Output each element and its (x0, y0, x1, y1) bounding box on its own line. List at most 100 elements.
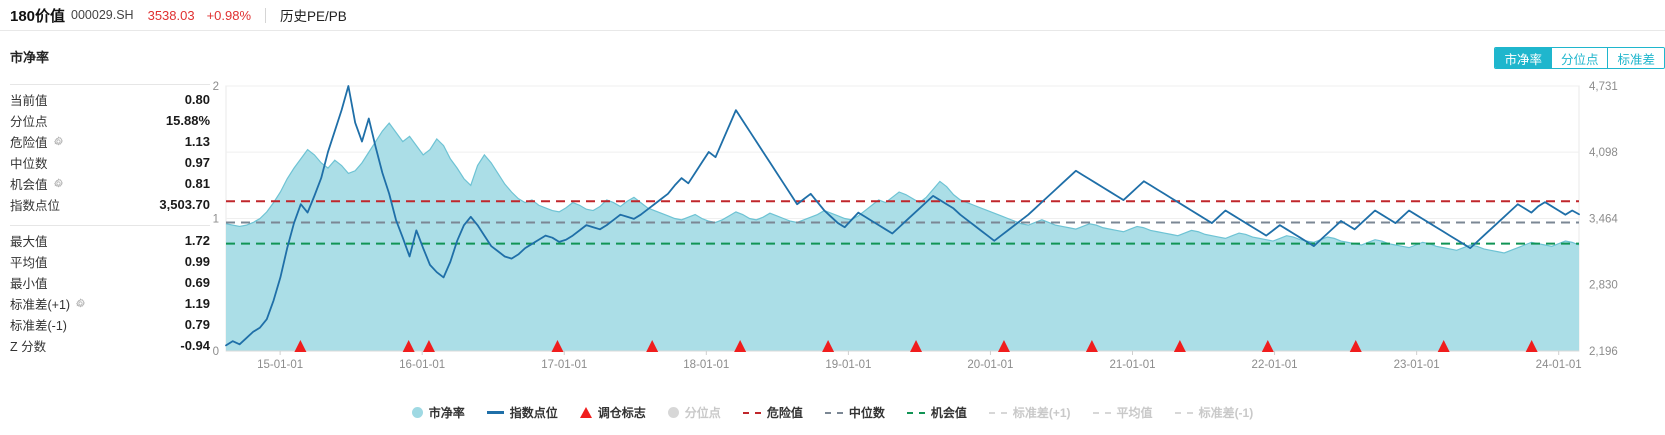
rebalance-marker[interactable] (1261, 340, 1274, 352)
stat-label: 危险值 (10, 136, 48, 150)
gear-icon[interactable] (53, 178, 64, 189)
legend-label: 中位数 (848, 406, 885, 420)
y-axis-tick-right: 4,098 (1589, 147, 1618, 159)
stat-label-wrap: 标准差(+1) (10, 294, 86, 313)
gear-icon[interactable] (53, 136, 64, 147)
stat-label-wrap: 当前值 (10, 90, 48, 109)
stat-label: 标准差(-1) (10, 319, 67, 333)
metric-toggle-1[interactable]: 分位点 (1551, 48, 1609, 68)
legend-item-6[interactable]: 机会值 (906, 404, 967, 421)
index-code: 000029.SH (71, 8, 134, 22)
rebalance-marker[interactable] (1525, 340, 1538, 352)
stat-row: 分位点 15.88% (10, 110, 210, 131)
rebalance-marker[interactable] (910, 340, 923, 352)
stat-value: 0.97 (184, 155, 210, 170)
rebalance-marker[interactable] (734, 340, 747, 352)
stat-value: 1.13 (184, 134, 210, 149)
legend-triangle-icon (579, 407, 592, 418)
stat-label-wrap: 平均值 (10, 252, 48, 271)
tab-history-pe-pb[interactable]: 历史PE/PB (280, 9, 347, 24)
y-axis-tick-right: 2,196 (1589, 346, 1618, 358)
stat-value: 0.80 (184, 92, 210, 107)
stat-row: 机会值 0.81 (10, 173, 210, 194)
stat-label: 指数点位 (10, 199, 61, 213)
y-axis-tick-right: 3,464 (1589, 213, 1618, 225)
rebalance-marker[interactable] (1173, 340, 1186, 352)
rebalance-marker[interactable] (1437, 340, 1450, 352)
legend-item-3[interactable]: 分位点 (667, 404, 721, 421)
stat-label: 最小值 (10, 277, 48, 291)
stat-row: 指数点位 3,503.70 (10, 194, 210, 215)
rebalance-marker[interactable] (551, 340, 564, 352)
rebalance-marker[interactable] (646, 340, 659, 352)
index-line-series[interactable] (225, 85, 1580, 347)
stats-panel: 当前值 0.80 分位点 15.88% 危险值 1.13 中位数 0.97 机会值 0.81 指数点… (10, 84, 210, 356)
legend-label: 市净率 (428, 406, 465, 420)
legend-label: 指数点位 (509, 406, 558, 420)
rebalance-marker[interactable] (1349, 340, 1362, 352)
legend-label: 机会值 (930, 406, 967, 420)
legend-item-0[interactable]: 市净率 (411, 404, 465, 421)
stat-row: 危险值 1.13 (10, 131, 210, 152)
x-axis-tick-label: 23-01-01 (1394, 359, 1440, 371)
stat-row: 最大值 1.72 (10, 230, 210, 251)
rebalance-marker[interactable] (822, 340, 835, 352)
stat-label-wrap: 最小值 (10, 273, 48, 292)
stat-value: 0.99 (184, 254, 210, 269)
stat-label-wrap: 中位数 (10, 153, 48, 172)
legend-dot-icon (411, 407, 423, 418)
page-title: 市净率 (10, 50, 50, 65)
y-axis-tick-left: 1 (213, 214, 219, 226)
rebalance-marker[interactable] (997, 340, 1010, 352)
x-axis-tick-label: 18-01-01 (683, 359, 729, 371)
legend-item-5[interactable]: 中位数 (824, 404, 885, 421)
legend-item-1[interactable]: 指数点位 (486, 404, 558, 421)
stat-label: 机会值 (10, 178, 48, 192)
y-axis-tick-left: 2 (213, 81, 219, 93)
metric-toggle-2[interactable]: 标准差 (1608, 48, 1664, 68)
rebalance-marker[interactable] (1085, 340, 1098, 352)
pb-area-series[interactable] (226, 123, 1579, 351)
legend-item-9[interactable]: 标准差(-1) (1174, 404, 1253, 421)
page-header: 180价值 000029.SH 3538.03 +0.98% 历史PE/PB (0, 0, 1665, 31)
rebalance-marker[interactable] (402, 340, 415, 352)
index-price: 3538.03 (147, 7, 195, 23)
chart-legend[interactable]: 市净率 指数点位 调仓标志 分位点 危险值 中位数 机会值 标准差(+1) 平均值 标准差(-1) (0, 404, 1665, 421)
pb-index-chart[interactable]: 0 1 2 2,196 2,830 3,464 4,098 4,731 15-01-01 16-0… (200, 78, 1665, 383)
chart-area[interactable]: 0 1 2 2,196 2,830 3,464 4,098 4,731 15-01-01 16-0… (200, 78, 1665, 383)
stats-gap (10, 215, 210, 225)
header-divider (265, 7, 267, 23)
metric-toggle-group[interactable]: 市净率 分位点 标准差 (1494, 47, 1665, 69)
x-axis-tick-label: 19-01-01 (825, 359, 871, 371)
legend-item-2[interactable]: 调仓标志 (579, 404, 646, 421)
stat-label-wrap: 标准差(-1) (10, 315, 67, 334)
y-axis-tick-right: 2,830 (1589, 280, 1618, 292)
stat-row: 中位数 0.97 (10, 152, 210, 173)
stat-row: 最小值 0.69 (10, 272, 210, 293)
gear-icon[interactable] (75, 298, 86, 309)
legend-dash-icon (1174, 411, 1193, 414)
stat-label: 平均值 (10, 256, 48, 270)
legend-item-8[interactable]: 平均值 (1092, 404, 1153, 421)
legend-dash-icon (742, 411, 761, 414)
stat-row: 平均值 0.99 (10, 251, 210, 272)
stat-row: 标准差(+1) 1.19 (10, 293, 210, 314)
legend-item-7[interactable]: 标准差(+1) (988, 404, 1071, 421)
stat-label-wrap: 机会值 (10, 174, 64, 193)
stat-value: 15.88% (165, 113, 210, 128)
stat-value: 0.79 (184, 317, 210, 332)
legend-item-4[interactable]: 危险值 (742, 404, 803, 421)
stat-value: 0.81 (184, 176, 210, 191)
legend-label: 分位点 (684, 406, 721, 420)
stat-value: 0.69 (184, 275, 210, 290)
legend-label: 标准差(+1) (1012, 406, 1071, 420)
metric-toggle-0[interactable]: 市净率 (1495, 48, 1552, 68)
x-axis-tick-label: 20-01-01 (967, 359, 1013, 371)
stat-row: 标准差(-1) 0.79 (10, 314, 210, 335)
legend-label: 危险值 (766, 406, 803, 420)
legend-dot-icon (667, 407, 679, 418)
rebalance-marker[interactable] (422, 340, 435, 352)
rebalance-marker[interactable] (294, 340, 307, 352)
stat-label: Z 分数 (10, 340, 47, 354)
